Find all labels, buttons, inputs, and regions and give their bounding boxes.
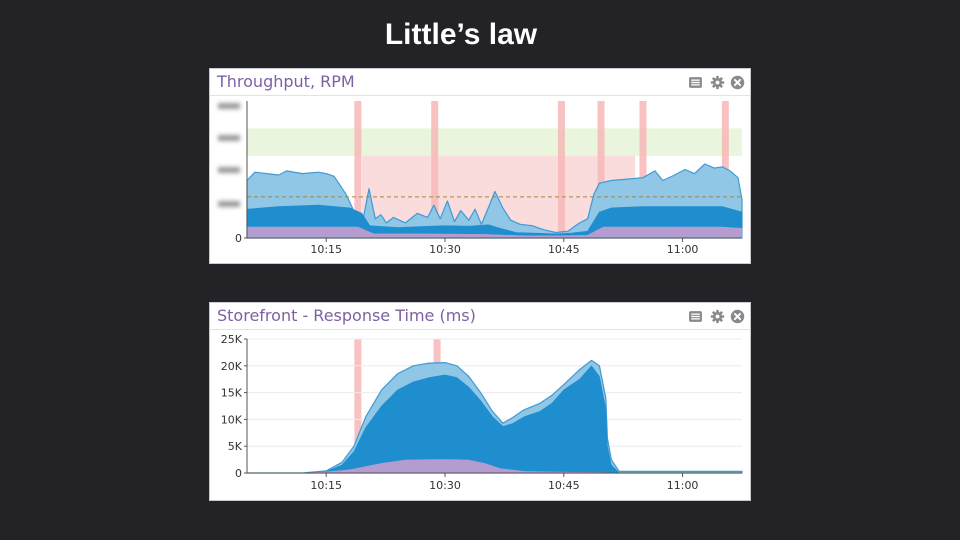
obscured-label — [218, 167, 240, 173]
list-icon[interactable] — [688, 309, 703, 324]
panel-header: Throughput, RPM — [210, 69, 750, 96]
panel-header: Storefront - Response Time (ms) — [210, 303, 750, 330]
series-purple-area — [246, 226, 743, 239]
series-dark-blue-area — [246, 365, 743, 474]
panel-title: Throughput, RPM — [217, 72, 355, 91]
response-time-chart: 10:15 10:30 10:45 11:00 0 5K 10K 15K 20K 25K — [221, 333, 743, 492]
event-marker — [354, 101, 362, 238]
panel-title: Storefront - Response Time (ms) — [217, 306, 476, 325]
obscured-axis-labels — [218, 103, 240, 207]
x-tick-label: 10:45 — [548, 243, 580, 256]
obscured-label — [218, 135, 240, 141]
throughput-panel: Throughput, RPM 10:15 10:30 10:45 11:00 0 — [209, 68, 751, 264]
obscured-label — [218, 103, 240, 109]
event-marker — [557, 101, 565, 238]
y-tick-label: 0 — [235, 232, 242, 245]
gear-icon[interactable] — [710, 75, 725, 90]
x-tick-label: 10:30 — [429, 479, 461, 492]
obscured-axis-area — [214, 99, 244, 221]
obscured-label — [218, 201, 240, 207]
close-icon[interactable] — [730, 309, 745, 324]
y-tick-label: 10K — [221, 413, 243, 426]
event-marker — [597, 101, 605, 238]
event-marker — [639, 101, 647, 238]
x-tick-label: 11:00 — [667, 479, 699, 492]
y-tick-label: 15K — [221, 387, 243, 400]
y-tick-label: 0 — [235, 467, 242, 480]
y-tick-label: 25K — [221, 333, 243, 346]
event-marker — [431, 101, 439, 238]
slide-title: Little’s law — [384, 18, 538, 51]
x-tick-label: 10:30 — [429, 243, 461, 256]
event-marker — [354, 339, 362, 473]
y-tick-label: 20K — [221, 360, 243, 373]
list-icon[interactable] — [688, 75, 703, 90]
gear-icon[interactable] — [710, 309, 725, 324]
close-icon[interactable] — [730, 75, 745, 90]
response-time-panel: Storefront - Response Time (ms) 10:15 10:… — [209, 302, 751, 501]
x-tick-label: 10:15 — [310, 479, 342, 492]
threshold-band-0 — [247, 128, 742, 156]
x-tick-label: 10:15 — [310, 243, 342, 256]
x-tick-label: 10:45 — [548, 479, 580, 492]
y-tick-label: 5K — [228, 440, 243, 453]
throughput-chart: 10:15 10:30 10:45 11:00 0 — [214, 99, 743, 256]
x-tick-label: 11:00 — [667, 243, 699, 256]
